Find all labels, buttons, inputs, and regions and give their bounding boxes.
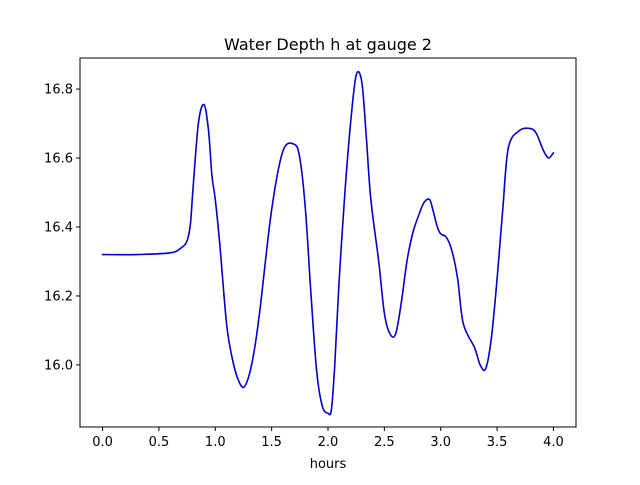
y-tick-label: 16.0 [44,358,73,373]
x-tick-label: 2.5 [374,435,395,450]
x-tick-label: 3.0 [430,435,451,450]
y-tick-label: 16.8 [44,83,73,98]
x-tick-label: 1.0 [205,435,226,450]
x-axis-label: hours [310,457,347,472]
y-tick-label: 16.4 [44,220,73,235]
x-tick-label: 0.5 [149,435,170,450]
series-line-h [101,70,555,416]
y-axis-ticks: 16.0 16.2 16.4 16.6 16.8 [44,83,80,373]
y-tick-label: 16.2 [44,289,73,304]
x-tick-label: 0.0 [92,435,113,450]
y-tick-label: 16.6 [44,152,73,167]
chart-title: Water Depth h at gauge 2 [224,35,432,54]
x-tick-label: 4.0 [543,435,564,450]
x-tick-label: 2.0 [318,435,339,450]
x-axis-ticks: 0.0 0.5 1.0 1.5 2.0 2.5 3.0 3.5 4.0 [92,427,564,450]
x-tick-label: 3.5 [487,435,508,450]
series-layer [101,70,555,416]
x-tick-label: 1.5 [261,435,282,450]
